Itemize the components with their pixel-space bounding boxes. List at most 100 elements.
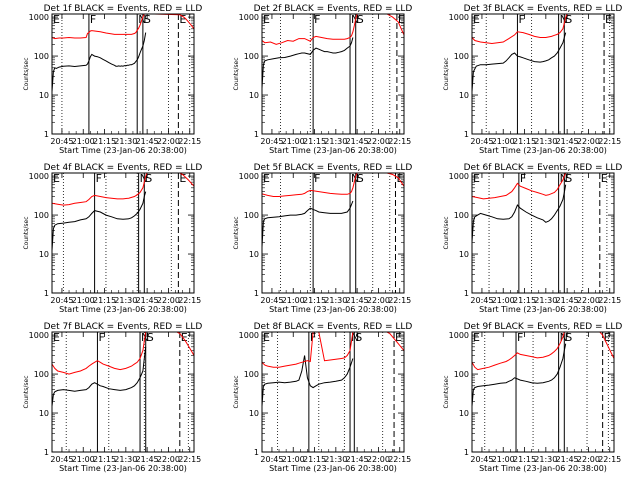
plot-title: Det 8f BLACK = Events, RED = LLD bbox=[254, 322, 413, 332]
y-tick-label: 1000 bbox=[239, 331, 259, 340]
y-tick-label: 100 bbox=[244, 211, 259, 220]
marker-label: N bbox=[140, 172, 148, 185]
plot-frame bbox=[51, 331, 195, 453]
x-tick-label: 21:15 bbox=[303, 137, 326, 146]
marker-label: E bbox=[396, 172, 403, 185]
x-tick-label: 22:00 bbox=[157, 455, 180, 464]
x-tick-label: 21:30 bbox=[534, 455, 557, 464]
x-tick-label: 21:45 bbox=[556, 455, 579, 464]
x-axis-label: Start Time (23-Jan-06 20:38:00) bbox=[269, 305, 397, 314]
y-tick-label: 1 bbox=[254, 130, 259, 139]
marker-label: S bbox=[355, 331, 362, 344]
marker-label: E bbox=[605, 13, 612, 26]
marker-label: E bbox=[53, 13, 60, 26]
plot-title: Det 1f BLACK = Events, RED = LLD bbox=[44, 4, 203, 14]
plot-frame bbox=[471, 172, 615, 294]
plot-title: Det 7f BLACK = Events, RED = LLD bbox=[44, 322, 203, 332]
y-tick-label: 10 bbox=[249, 409, 259, 418]
x-tick-label: 20:45 bbox=[260, 455, 283, 464]
lld-series-line bbox=[472, 332, 614, 371]
marker-label: E bbox=[181, 331, 188, 344]
x-tick-label: 21:15 bbox=[513, 137, 536, 146]
detector-plot-6: Det 6f BLACK = Events, RED = LLD Counts/s… bbox=[443, 163, 622, 314]
y-tick-label: 100 bbox=[454, 370, 469, 379]
y-tick-label: 1 bbox=[254, 289, 259, 298]
y-tick-label: 10 bbox=[39, 409, 49, 418]
x-tick-label: 20:45 bbox=[260, 296, 283, 305]
y-tick-label: 1 bbox=[464, 130, 469, 139]
x-tick-label: 21:00 bbox=[282, 296, 305, 305]
x-tick-label: 22:00 bbox=[577, 137, 600, 146]
marker-label: S bbox=[565, 13, 572, 26]
x-tick-label: 22:15 bbox=[598, 137, 621, 146]
marker-label: F bbox=[314, 172, 320, 185]
x-tick-label: 20:45 bbox=[50, 137, 73, 146]
marker-label: N bbox=[351, 331, 359, 344]
detector-plot-3: Det 3f BLACK = Events, RED = LLD Counts/s… bbox=[443, 4, 622, 155]
y-tick-label: 10 bbox=[459, 91, 469, 100]
marker-label: F bbox=[520, 172, 526, 185]
marker-label: S bbox=[565, 172, 572, 185]
x-tick-label: 21:45 bbox=[136, 137, 159, 146]
marker-label: E bbox=[263, 13, 270, 26]
x-tick-label: 22:15 bbox=[388, 137, 411, 146]
plot-frame bbox=[261, 331, 405, 453]
lld-series-line bbox=[262, 332, 404, 368]
marker-label: E bbox=[53, 172, 60, 185]
events-series-line bbox=[52, 32, 147, 92]
x-tick-label: 21:00 bbox=[72, 296, 95, 305]
x-tick-label: 21:45 bbox=[556, 296, 579, 305]
plot-frame bbox=[471, 331, 615, 453]
x-tick-label: 22:15 bbox=[388, 296, 411, 305]
plot-title: Det 2f BLACK = Events, RED = LLD bbox=[254, 4, 413, 14]
x-tick-label: 21:00 bbox=[282, 137, 305, 146]
x-tick-label: 21:45 bbox=[346, 455, 369, 464]
x-tick-label: 21:45 bbox=[136, 455, 159, 464]
y-axis-label: Counts/sec bbox=[23, 216, 30, 249]
detector-plot-2: Det 2f BLACK = Events, RED = LLD Counts/s… bbox=[233, 4, 412, 155]
x-tick-label: 21:00 bbox=[282, 455, 305, 464]
y-tick-label: 10 bbox=[39, 250, 49, 259]
x-tick-label: 22:00 bbox=[367, 296, 390, 305]
x-tick-label: 21:15 bbox=[93, 137, 116, 146]
plot-frame bbox=[51, 13, 195, 135]
y-tick-label: 100 bbox=[454, 211, 469, 220]
y-tick-label: 100 bbox=[34, 370, 49, 379]
marker-label: F bbox=[90, 13, 96, 26]
marker-label: E bbox=[398, 13, 405, 26]
marker-label: F bbox=[517, 331, 523, 344]
marker-label: E bbox=[601, 172, 608, 185]
x-axis-label: Start Time (23-Jan-06 20:38:00) bbox=[479, 305, 607, 314]
y-tick-label: 100 bbox=[34, 52, 49, 61]
marker-label: S bbox=[144, 13, 151, 26]
x-tick-label: 21:45 bbox=[136, 296, 159, 305]
plot-title: Det 3f BLACK = Events, RED = LLD bbox=[464, 4, 623, 14]
x-axis-label: Start Time (23-Jan-06 20:38:00) bbox=[269, 464, 397, 473]
x-axis-label: Start Time (23-Jan-06 20:38:00) bbox=[59, 305, 187, 314]
x-tick-label: 21:00 bbox=[492, 296, 515, 305]
x-tick-label: 22:00 bbox=[157, 296, 180, 305]
y-tick-label: 1 bbox=[464, 289, 469, 298]
y-tick-label: 10 bbox=[249, 91, 259, 100]
x-tick-label: 22:15 bbox=[178, 296, 201, 305]
y-tick-label: 1000 bbox=[29, 13, 49, 22]
marker-label: N bbox=[560, 331, 568, 344]
x-tick-label: 21:30 bbox=[114, 455, 137, 464]
y-tick-label: 10 bbox=[459, 250, 469, 259]
y-tick-label: 1 bbox=[44, 448, 49, 457]
y-tick-label: 1000 bbox=[449, 13, 469, 22]
marker-label: E bbox=[179, 172, 186, 185]
x-tick-label: 20:45 bbox=[470, 296, 493, 305]
x-tick-label: 21:00 bbox=[492, 137, 515, 146]
marker-label: E bbox=[395, 331, 402, 344]
marker-label: F bbox=[98, 331, 104, 344]
y-tick-label: 100 bbox=[244, 370, 259, 379]
lld-series-line bbox=[262, 173, 404, 197]
plot-frame bbox=[261, 13, 405, 135]
marker-label: F bbox=[518, 13, 524, 26]
marker-label: S bbox=[147, 331, 154, 344]
marker-label: E bbox=[473, 172, 480, 185]
lld-series-line bbox=[472, 14, 614, 45]
y-axis-label: Counts/sec bbox=[443, 216, 450, 249]
events-series-line bbox=[262, 355, 354, 407]
